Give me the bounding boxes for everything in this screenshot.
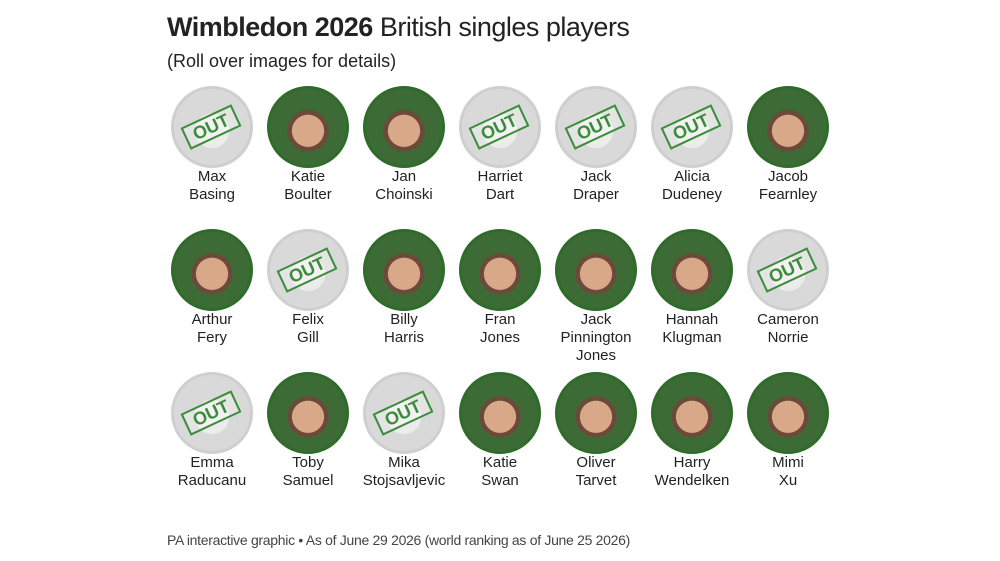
- name-line: Dart: [485, 186, 515, 203]
- name-line: Katie: [482, 454, 518, 471]
- subtitle: (Roll over images for details): [167, 51, 397, 71]
- out-stamp: OUT: [180, 104, 242, 150]
- player-photo[interactable]: OUT: [651, 86, 733, 168]
- out-stamp: OUT: [372, 390, 434, 436]
- name-line: Jones: [575, 347, 617, 364]
- name-line: Mimi: [772, 454, 804, 471]
- player-photo[interactable]: [459, 229, 541, 311]
- player-name: Arthur Fery: [152, 311, 272, 347]
- player-photo[interactable]: OUT: [459, 86, 541, 168]
- player-name: Alicia Dudeney: [632, 168, 752, 204]
- name-line: Billy: [390, 311, 418, 328]
- player-name: Felix Gill: [248, 311, 368, 347]
- name-line: Samuel: [282, 472, 334, 489]
- player-photo[interactable]: [555, 372, 637, 454]
- name-line: Harry: [673, 454, 711, 471]
- name-line: Toby: [292, 454, 324, 471]
- name-line: Fearnley: [758, 186, 818, 203]
- player-name: Oliver Tarvet: [536, 454, 656, 490]
- name-line: Cameron: [757, 311, 819, 328]
- player-name: Jan Choinski: [344, 168, 464, 204]
- title-rest: British singles players: [379, 12, 630, 42]
- player-name: Max Basing: [152, 168, 272, 204]
- player-photo[interactable]: [171, 229, 253, 311]
- player-photo[interactable]: OUT: [171, 372, 253, 454]
- name-line: Tarvet: [575, 472, 617, 489]
- player-name: Emma Raducanu: [152, 454, 272, 490]
- name-line: Katie: [290, 168, 326, 185]
- name-line: Emma: [190, 454, 234, 471]
- player-name: Jack Pinnington Jones: [536, 311, 656, 365]
- player-photo[interactable]: [651, 229, 733, 311]
- name-line: Boulter: [284, 186, 332, 203]
- player-name: Toby Samuel: [248, 454, 368, 490]
- name-line: Max: [197, 168, 227, 185]
- name-line: Jan: [391, 168, 417, 185]
- out-stamp: OUT: [276, 247, 338, 293]
- player-name: Mika Stojsavljevic: [344, 454, 464, 490]
- name-line: Stojsavljevic: [362, 472, 446, 489]
- name-line: Hannah: [665, 311, 719, 328]
- name-line: Mika: [388, 454, 420, 471]
- name-line: Draper: [573, 186, 619, 203]
- name-line: Swan: [481, 472, 519, 489]
- name-line: Dudeney: [661, 186, 723, 203]
- player-name: Fran Jones: [440, 311, 560, 347]
- player-photo[interactable]: OUT: [267, 229, 349, 311]
- player-photo[interactable]: [363, 86, 445, 168]
- player-photo[interactable]: [267, 372, 349, 454]
- name-line: Harriet: [477, 168, 523, 185]
- player-name: Harry Wendelken: [632, 454, 752, 490]
- player-photo[interactable]: OUT: [555, 86, 637, 168]
- name-line: Jack: [580, 168, 612, 185]
- name-line: Jacob: [767, 168, 809, 185]
- name-line: Jones: [479, 329, 521, 346]
- player-name: Katie Boulter: [248, 168, 368, 204]
- player-photo[interactable]: [363, 229, 445, 311]
- player-name: Katie Swan: [440, 454, 560, 490]
- name-line: Gill: [297, 329, 319, 346]
- name-line: Arthur: [191, 311, 233, 328]
- player-photo[interactable]: OUT: [363, 372, 445, 454]
- name-line: Alicia: [674, 168, 710, 185]
- player-name: Hannah Klugman: [632, 311, 752, 347]
- player-photo[interactable]: [555, 229, 637, 311]
- name-line: Oliver: [576, 454, 616, 471]
- player-photo[interactable]: [459, 372, 541, 454]
- out-stamp: OUT: [564, 104, 626, 150]
- name-line: Choinski: [375, 186, 433, 203]
- name-line: Xu: [778, 472, 798, 489]
- out-stamp: OUT: [756, 247, 818, 293]
- player-name: Jack Draper: [536, 168, 656, 204]
- name-line: Jack: [580, 311, 612, 328]
- name-line: Harris: [384, 329, 424, 346]
- name-line: Raducanu: [177, 472, 247, 489]
- player-name: Mimi Xu: [728, 454, 848, 490]
- player-photo[interactable]: [651, 372, 733, 454]
- name-line: Wendelken: [654, 472, 730, 489]
- name-line: Norrie: [767, 329, 809, 346]
- title-bold: Wimbledon 2026: [167, 12, 373, 42]
- player-name: Jacob Fearnley: [728, 168, 848, 204]
- player-photo[interactable]: [747, 372, 829, 454]
- player-photo[interactable]: OUT: [171, 86, 253, 168]
- out-stamp: OUT: [180, 390, 242, 436]
- player-photo[interactable]: OUT: [747, 229, 829, 311]
- player-photo[interactable]: [747, 86, 829, 168]
- player-name: Harriet Dart: [440, 168, 560, 204]
- player-photo[interactable]: [267, 86, 349, 168]
- player-name: Billy Harris: [344, 311, 464, 347]
- footer: PA interactive graphic • As of June 29 2…: [167, 532, 630, 548]
- name-line: Fery: [197, 329, 227, 346]
- out-stamp: OUT: [660, 104, 722, 150]
- title: Wimbledon 2026 British singles players: [167, 12, 630, 43]
- name-line: Felix: [292, 311, 324, 328]
- name-line: Pinnington: [560, 329, 632, 346]
- name-line: Basing: [189, 186, 235, 203]
- out-stamp: OUT: [468, 104, 530, 150]
- name-line: Fran: [484, 311, 516, 328]
- name-line: Klugman: [662, 329, 722, 346]
- player-name: Cameron Norrie: [728, 311, 848, 347]
